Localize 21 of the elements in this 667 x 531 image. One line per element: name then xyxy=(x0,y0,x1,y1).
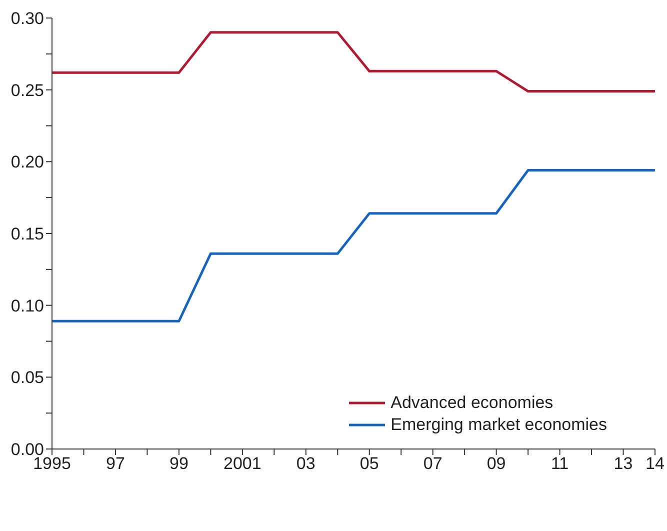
y-tick-label: 0.05 xyxy=(10,368,44,388)
x-tick-label: 05 xyxy=(360,454,379,474)
x-tick-label: 03 xyxy=(296,454,316,474)
x-tick-label: 11 xyxy=(550,454,569,474)
x-tick-label: 2001 xyxy=(224,454,262,474)
x-tick-label: 13 xyxy=(614,454,633,474)
x-tick-label: 1995 xyxy=(33,454,71,474)
x-tick-label: 07 xyxy=(423,454,442,474)
x-tick-label: 97 xyxy=(106,454,125,474)
x-tick-label: 14 xyxy=(646,454,664,474)
x-tick-label: 99 xyxy=(169,454,188,474)
y-tick-label: 0.20 xyxy=(10,152,44,172)
y-tick-label: 0.25 xyxy=(10,80,44,100)
line-series xyxy=(52,31,655,93)
y-tick-label: 0.15 xyxy=(10,224,44,244)
line-series xyxy=(52,169,655,322)
legend-label: Emerging market economies xyxy=(390,414,607,436)
legend-label: Advanced economies xyxy=(390,392,554,414)
x-tick-label: 09 xyxy=(486,454,506,474)
y-tick-label: 0.10 xyxy=(10,296,44,316)
y-tick-label: 0.30 xyxy=(10,9,44,28)
